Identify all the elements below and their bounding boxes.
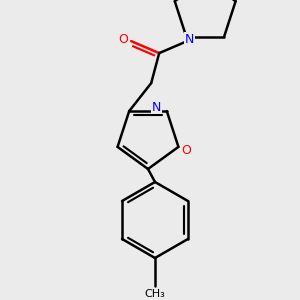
Text: O: O <box>118 33 128 46</box>
Text: CH₃: CH₃ <box>145 289 165 299</box>
Text: O: O <box>182 144 191 158</box>
Text: N: N <box>184 33 194 46</box>
Text: N: N <box>152 100 161 114</box>
